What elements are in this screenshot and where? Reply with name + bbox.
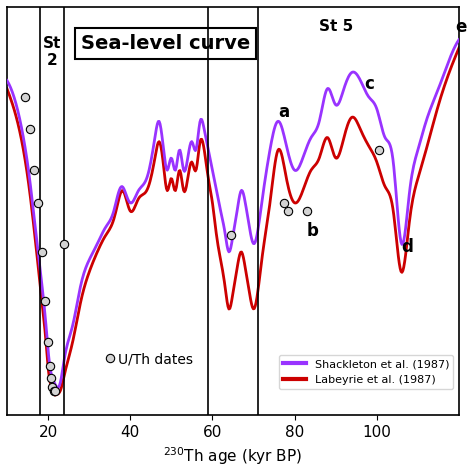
- Text: St 4: St 4: [212, 36, 246, 51]
- Text: a: a: [278, 103, 289, 121]
- Legend: Shackleton et al. (1987), Labeyrie et al. (1987): Shackleton et al. (1987), Labeyrie et al…: [279, 355, 454, 389]
- Text: d: d: [401, 238, 413, 256]
- Text: U/Th dates: U/Th dates: [118, 353, 193, 367]
- Text: St
2: St 2: [43, 36, 61, 68]
- Text: c: c: [365, 74, 374, 92]
- Text: b: b: [307, 221, 319, 239]
- X-axis label: $^{230}$Th age (kyr BP): $^{230}$Th age (kyr BP): [164, 446, 302, 467]
- Text: St 3: St 3: [117, 36, 152, 51]
- Text: Sea-level curve: Sea-level curve: [81, 34, 250, 53]
- Text: e: e: [455, 18, 466, 36]
- Text: St 5: St 5: [319, 19, 353, 34]
